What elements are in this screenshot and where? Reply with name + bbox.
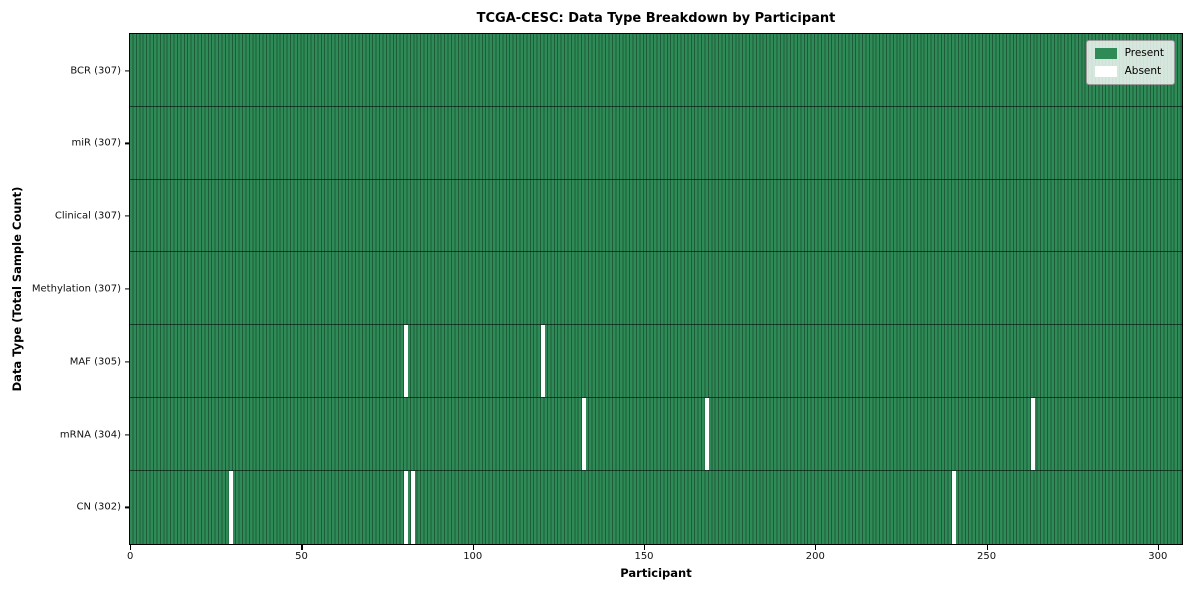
absent-cell xyxy=(403,325,408,397)
legend-item-absent: Absent xyxy=(1094,65,1164,78)
absent-cell xyxy=(403,470,408,544)
y-tick-mark xyxy=(124,506,130,508)
x-tick-label: 150 xyxy=(634,551,654,562)
x-tick-label: 0 xyxy=(127,551,134,562)
y-tick-mark xyxy=(124,70,130,72)
y-tick-mark xyxy=(124,288,130,290)
absent-cell xyxy=(951,470,956,544)
x-tick-mark xyxy=(1157,545,1159,550)
heatmap-row-maf xyxy=(130,325,1182,398)
x-tick-label: 100 xyxy=(463,551,483,562)
heatmap-row-mrna xyxy=(130,398,1182,471)
x-tick-label: 300 xyxy=(1148,551,1168,562)
x-tick-mark xyxy=(815,545,817,550)
y-tick-label-methylation: Methylation (307) xyxy=(31,283,121,295)
legend-label-present: Present xyxy=(1124,47,1164,59)
x-tick-label: 50 xyxy=(295,551,308,562)
absent-cell xyxy=(705,398,710,470)
absent-cell xyxy=(229,470,234,544)
absent-cell xyxy=(1030,398,1035,470)
y-tick-mark xyxy=(124,142,130,144)
y-tick-label-maf: MAF (305) xyxy=(69,356,121,368)
legend-swatch-present-icon xyxy=(1094,48,1117,59)
legend: Present Absent xyxy=(1085,40,1175,85)
y-tick-label-cn: CN (302) xyxy=(76,501,121,513)
y-tick-mark xyxy=(124,434,130,436)
y-tick-label-bcr: BCR (307) xyxy=(70,65,121,77)
x-tick-label: 200 xyxy=(805,551,825,562)
y-tick-label-clinical: Clinical (307) xyxy=(54,210,121,222)
y-tick-label-mrna: mRNA (304) xyxy=(59,429,121,441)
y-tick-mark xyxy=(124,361,130,363)
heatmap-row-bcr xyxy=(130,34,1182,107)
x-axis-label: Participant xyxy=(620,566,692,580)
heatmap-row-cn xyxy=(130,470,1182,544)
chart-title: TCGA-CESC: Data Type Breakdown by Partic… xyxy=(476,11,836,26)
heatmap-row-clinical xyxy=(130,179,1182,253)
heatmap-row-mir xyxy=(130,106,1182,180)
x-tick-mark xyxy=(986,545,988,550)
heatmap-row-methylation xyxy=(130,252,1182,326)
plot-area: Present Absent xyxy=(129,33,1183,545)
x-tick-label: 250 xyxy=(977,551,997,562)
x-tick-mark xyxy=(644,545,646,550)
legend-item-present: Present xyxy=(1094,47,1164,60)
x-tick-mark xyxy=(130,545,132,550)
legend-label-absent: Absent xyxy=(1124,65,1162,77)
absent-cell xyxy=(410,470,415,544)
absent-cell xyxy=(581,398,586,470)
x-tick-mark xyxy=(472,545,474,550)
y-tick-label-mir: miR (307) xyxy=(71,137,121,149)
y-tick-mark xyxy=(124,215,130,217)
legend-swatch-absent-icon xyxy=(1094,66,1117,77)
absent-cell xyxy=(540,325,545,397)
x-tick-mark xyxy=(301,545,303,550)
